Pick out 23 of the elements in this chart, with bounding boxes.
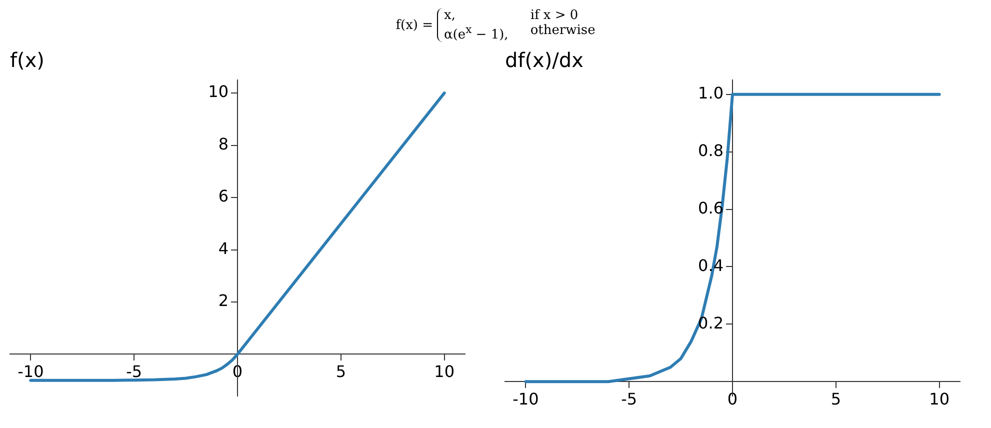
- y-tick-label: 2: [218, 291, 228, 310]
- y-tick-label: 8: [218, 134, 228, 154]
- text: α(e$^{x}$ − 1),: [444, 22, 508, 42]
- text: x,: [444, 8, 456, 23]
- chart-title: df(x)/dx: [505, 48, 584, 72]
- chart-title: f(x): [10, 48, 44, 72]
- text: f(x) =: [396, 18, 434, 32]
- x-tick-label: 5: [336, 362, 346, 381]
- text: if x > 0: [530, 8, 580, 23]
- text: otherwise: [530, 22, 596, 40]
- x-tick-label: 0: [727, 389, 738, 408]
- x-tick-label: -10: [512, 389, 539, 408]
- x-tick-label: -5: [621, 389, 638, 408]
- x-tick-label: -10: [18, 362, 44, 381]
- x-tick-label: 10: [929, 389, 950, 408]
- x-tick-label: 10: [434, 362, 454, 381]
- y-tick-label: 4: [218, 238, 228, 258]
- x-tick-label: -5: [126, 362, 142, 381]
- y-tick-label: 1.0: [698, 84, 724, 103]
- y-tick-label: 10: [208, 82, 228, 102]
- y-tick-label: 6: [218, 186, 228, 206]
- y-tick-label: 0.8: [698, 140, 724, 160]
- x-tick-label: 5: [830, 389, 842, 408]
